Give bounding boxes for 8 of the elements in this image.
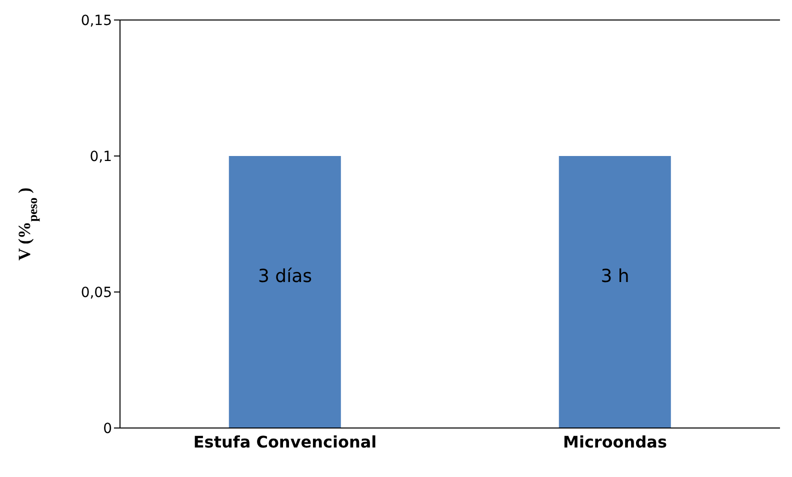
y-tick-label: 0,15	[80, 12, 112, 29]
annotation: 3 días	[258, 266, 312, 288]
annotation: 3 h	[600, 266, 630, 288]
y-tick-label: 0,1	[90, 148, 112, 165]
y-tick-label: 0,05	[80, 284, 112, 301]
x-tick-label: Microondas	[563, 432, 667, 452]
x-tick-label: Estufa Convencional	[193, 432, 377, 452]
y-tick-label: 0	[103, 420, 112, 437]
